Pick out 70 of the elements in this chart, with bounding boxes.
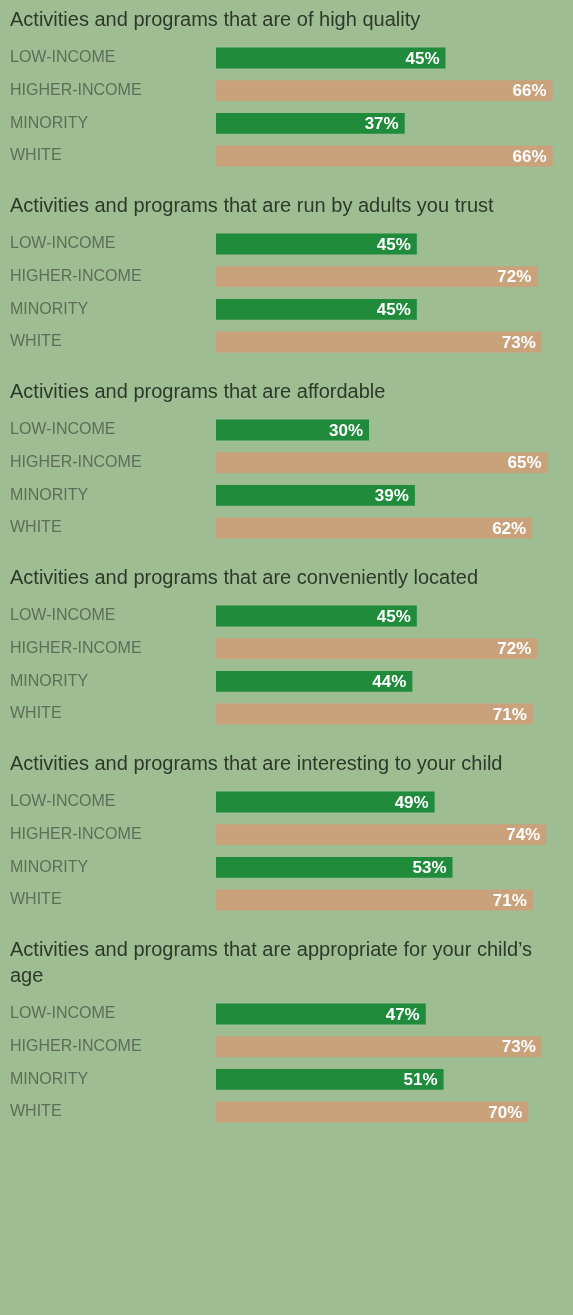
bar <box>216 856 453 878</box>
data-label: 73% <box>501 332 536 352</box>
bar <box>216 419 369 441</box>
bar <box>216 791 435 813</box>
data-label: 53% <box>412 858 447 878</box>
data-label: 72% <box>497 267 532 287</box>
data-label: 66% <box>512 81 547 101</box>
bar <box>216 670 413 692</box>
bar <box>216 1068 444 1090</box>
y-tick-label: HIGHER-INCOME <box>10 1037 142 1055</box>
data-label: 51% <box>403 1070 438 1090</box>
data-label: 45% <box>376 606 411 626</box>
data-label: 45% <box>405 48 440 68</box>
y-tick-label: HIGHER-INCOME <box>10 267 142 285</box>
data-label: 44% <box>372 672 407 692</box>
bar <box>216 824 547 846</box>
y-tick-label: WHITE <box>10 1102 62 1120</box>
bar <box>216 484 415 506</box>
data-label: 72% <box>497 639 532 659</box>
chart-title: Activities and programs that are affordable <box>9 379 387 404</box>
bar <box>216 889 533 911</box>
bar <box>216 703 533 725</box>
chart-title: Activities and programs that are of high quality <box>9 7 422 32</box>
y-tick-label: HIGHER-INCOME <box>10 453 142 471</box>
data-label: 62% <box>492 518 527 538</box>
y-tick-label: MINORITY <box>10 299 89 317</box>
bar <box>216 1036 542 1058</box>
y-tick-label: MINORITY <box>10 1069 89 1087</box>
data-label: 30% <box>328 420 363 440</box>
data-label: 37% <box>364 114 399 134</box>
bar <box>216 605 417 627</box>
y-tick-label: LOW-INCOME <box>10 48 116 66</box>
bar <box>216 517 533 539</box>
data-label: 49% <box>394 792 429 812</box>
y-tick-label: HIGHER-INCOME <box>10 81 142 99</box>
y-tick-label: WHITE <box>10 890 62 908</box>
data-label: 71% <box>492 704 527 724</box>
y-tick-label: WHITE <box>10 146 62 164</box>
y-tick-label: LOW-INCOME <box>10 792 116 810</box>
data-label: 66% <box>512 146 547 166</box>
y-tick-label: LOW-INCOME <box>10 234 116 252</box>
data-label: 73% <box>501 1037 536 1057</box>
data-label: 71% <box>492 890 527 910</box>
data-label: 47% <box>385 1004 420 1024</box>
y-tick-label: MINORITY <box>10 857 89 875</box>
y-tick-label: WHITE <box>10 704 62 722</box>
data-label: 39% <box>374 486 409 506</box>
y-tick-label: MINORITY <box>10 485 89 503</box>
data-label: 65% <box>507 453 542 473</box>
bar <box>216 638 538 660</box>
data-label: 70% <box>488 1102 523 1122</box>
bar <box>216 452 548 474</box>
y-tick-label: LOW-INCOME <box>10 606 116 624</box>
data-label: 45% <box>376 300 411 320</box>
y-tick-label: LOW-INCOME <box>10 1004 116 1022</box>
y-tick-label: HIGHER-INCOME <box>10 639 142 657</box>
y-tick-label: LOW-INCOME <box>10 420 116 438</box>
y-tick-label: WHITE <box>10 332 62 350</box>
chart-title: Activities and programs that are run by adults you trust <box>9 193 495 218</box>
chart-title: Activities and programs that are conveniently located <box>9 565 480 590</box>
y-tick-label: HIGHER-INCOME <box>10 825 142 843</box>
y-tick-label: MINORITY <box>10 113 89 131</box>
chart-title: Activities and programs that are appropriate for your child’s age <box>9 937 534 988</box>
bar <box>216 1003 426 1025</box>
chart-title: Activities and programs that are interesting to your child <box>9 751 504 776</box>
bar <box>216 1101 529 1123</box>
y-tick-label: WHITE <box>10 518 62 536</box>
data-label: 74% <box>506 825 541 845</box>
y-tick-label: MINORITY <box>10 671 89 689</box>
data-label: 45% <box>376 234 411 254</box>
